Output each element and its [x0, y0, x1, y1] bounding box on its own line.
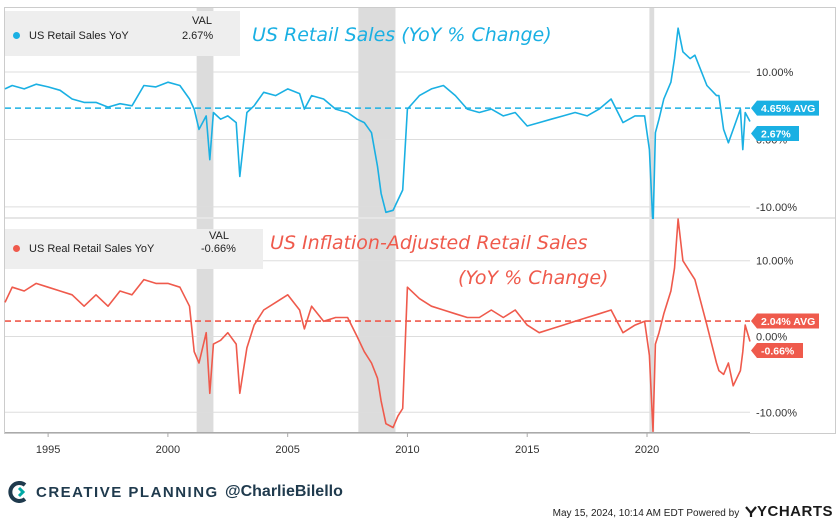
- bottom-ytick-label-2: -10.00%: [756, 407, 797, 419]
- legend-bottom-val-header: VAL: [209, 230, 229, 242]
- footer-timestamp: May 15, 2024, 10:14 AM EDT Powered by YC…: [553, 503, 833, 520]
- top-recession-band-2: [649, 8, 655, 217]
- xtick-label-5: 2020: [635, 444, 659, 456]
- bottom-recession-band-2: [649, 219, 655, 432]
- chart-frame: [4, 7, 836, 434]
- timestamp-text: May 15, 2024, 10:14 AM EDT Powered by: [552, 508, 740, 519]
- legend-bottom-dot: [13, 245, 20, 252]
- ycharts-logo-icon: [745, 506, 757, 517]
- bottom-last-tag-label: -0.66%: [761, 345, 795, 357]
- brand-handle[interactable]: @CharlieBilello: [225, 483, 343, 500]
- top-ytick-label-0: 10.00%: [756, 67, 794, 79]
- bottom-avg-tag-label: 2.04% AVG: [761, 316, 815, 328]
- legend-top-val: 2.67%: [182, 30, 214, 42]
- xtick-label-2: 2005: [275, 444, 299, 456]
- brand-name: CREATIVE PLANNING: [36, 484, 219, 501]
- legend-top-val-header: VAL: [192, 15, 212, 27]
- legend-top-name: US Retail Sales YoY: [29, 30, 129, 42]
- bottom-ytick-label-0: 10.00%: [756, 256, 794, 268]
- top-last-tag-label: 2.67%: [761, 128, 791, 140]
- top-recession-band-1: [358, 8, 396, 217]
- top-last-tag: [751, 125, 799, 141]
- ycharts-brand: YCHARTS: [756, 503, 833, 520]
- legend-bottom: US Real Retail Sales YoY VAL -0.66%: [5, 229, 263, 269]
- bottom-ytick-label-1: 0.00%: [756, 331, 787, 343]
- bottom-recession-band-1: [358, 219, 396, 432]
- creative-planning-logo-icon: [8, 481, 27, 503]
- top-ytick-label-2: -10.00%: [756, 202, 797, 214]
- top-recession-band-0: [196, 8, 214, 217]
- bottom-last-tag: [751, 342, 803, 358]
- legend-bottom-name: US Real Retail Sales YoY: [29, 243, 155, 255]
- top-series-line: [4, 27, 751, 228]
- top-avg-tag-label: 4.65% AVG: [761, 103, 815, 115]
- bottom-chart-title-line2: (YoY % Change): [458, 267, 609, 289]
- top-chart-title: US Retail Sales (YoY % Change): [252, 24, 552, 46]
- xtick-label-3: 2010: [395, 444, 419, 456]
- bottom-series-line: [4, 218, 751, 433]
- bottom-chart-title-line1: US Inflation-Adjusted Retail Sales: [270, 232, 588, 254]
- xtick-label-4: 2015: [515, 444, 539, 456]
- legend-top-dot: [13, 32, 20, 39]
- top-avg-tag: [751, 100, 819, 116]
- legend-top: US Retail Sales YoY VAL 2.67%: [5, 11, 240, 56]
- legend-bottom-val: -0.66%: [201, 243, 236, 255]
- xtick-label-1: 2000: [156, 444, 180, 456]
- xtick-label-0: 1995: [36, 444, 60, 456]
- bottom-avg-tag: [751, 313, 819, 329]
